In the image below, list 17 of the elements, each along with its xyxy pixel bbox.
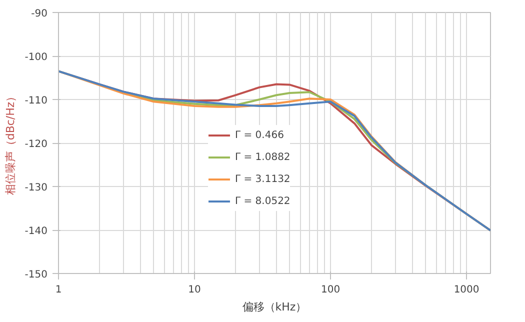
- x-tick-label: 1000: [454, 284, 480, 296]
- legend-label: Γ = 8.0522: [235, 196, 290, 206]
- y-axis-title: 相位噪声（dBc/Hz）: [4, 90, 17, 196]
- x-axis-title: 偏移（kHz）: [242, 300, 307, 314]
- legend-label: Γ = 3.1132: [235, 174, 290, 184]
- x-tick-label: 100: [320, 284, 340, 296]
- y-tick-label: -140: [24, 226, 48, 237]
- y-tick-label: -120: [24, 139, 48, 150]
- x-tick-label: 1: [55, 284, 62, 296]
- y-tick-label: -90: [31, 8, 48, 20]
- y-tick-label: -100: [24, 52, 48, 63]
- y-tick-label: -110: [24, 96, 48, 106]
- legend-label: Γ = 1.0882: [235, 152, 290, 162]
- x-tick-label: 10: [188, 284, 201, 296]
- y-tick-label: -130: [24, 182, 48, 194]
- legend-label: Γ = 0.466: [235, 130, 284, 140]
- y-tick-label: -150: [24, 270, 48, 280]
